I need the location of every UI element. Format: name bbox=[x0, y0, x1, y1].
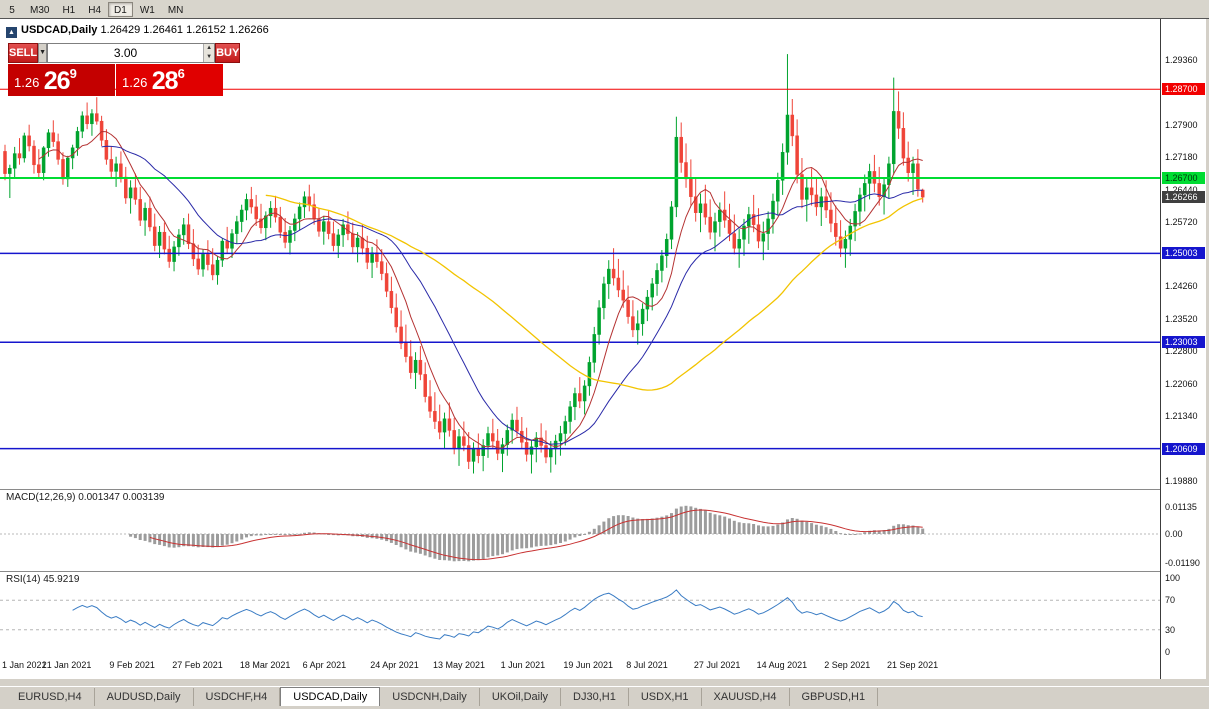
date-label: 8 Jul 2021 bbox=[626, 660, 668, 670]
main-price-chart[interactable] bbox=[0, 19, 1160, 489]
timeframe-toolbar: 5 M30 H1 H4 D1 W1 MN bbox=[0, 0, 1209, 19]
macd-indicator-chart[interactable] bbox=[0, 489, 1160, 571]
price-tick: 1.24260 bbox=[1165, 281, 1198, 292]
date-label: 6 Apr 2021 bbox=[302, 660, 347, 670]
timeframe-button-5[interactable]: 5 bbox=[9, 5, 15, 16]
date-label: 14 Aug 2021 bbox=[756, 660, 808, 670]
chart-tab-eurusd-h4[interactable]: EURUSD,H4 bbox=[6, 688, 95, 706]
price-badge: 1.28700 bbox=[1162, 83, 1205, 96]
chart-tab-xauusd-h4[interactable]: XAUUSD,H4 bbox=[702, 688, 790, 706]
date-axis[interactable]: 1 Jan 2021 21 Jan 2021 9 Feb 2021 27 Feb 20… bbox=[0, 655, 1160, 679]
candlestick-series bbox=[3, 54, 925, 474]
price-tick: 1.27900 bbox=[1165, 119, 1198, 130]
price-badge: 1.25003 bbox=[1162, 247, 1205, 260]
chart-collapse-icon[interactable]: ▲ bbox=[6, 27, 17, 38]
chart-tab-dj30-h1[interactable]: DJ30,H1 bbox=[561, 688, 629, 706]
chart-tab-gbpusd-h1[interactable]: GBPUSD,H1 bbox=[790, 688, 879, 706]
date-label: 19 Jun 2021 bbox=[563, 660, 613, 670]
price-badge: 1.26266 bbox=[1162, 191, 1205, 204]
price-badge: 1.26700 bbox=[1162, 172, 1205, 185]
timeframe-button-h4[interactable]: H4 bbox=[88, 5, 102, 16]
date-label: 1 Jan 2021 bbox=[2, 660, 47, 670]
chart-title: ▲ USDCAD,Daily 1.26429 1.26461 1.26152 1.… bbox=[6, 24, 269, 38]
date-label: 1 Jun 2021 bbox=[500, 660, 546, 670]
rsi-axis-tick: 30 bbox=[1165, 624, 1176, 635]
price-tick: 1.19880 bbox=[1165, 476, 1198, 486]
moving-average-line bbox=[265, 194, 923, 391]
sell-button[interactable]: SELL bbox=[8, 43, 39, 63]
volume-dropdown-icon[interactable]: ▼ bbox=[38, 43, 48, 63]
price-tick: 1.23520 bbox=[1165, 314, 1198, 325]
rsi-axis-tick: 100 bbox=[1165, 573, 1181, 583]
price-tick: 1.22060 bbox=[1165, 379, 1198, 390]
chart-tab-ukoil-daily[interactable]: UKOil,Daily bbox=[480, 688, 562, 706]
volume-input[interactable] bbox=[48, 44, 204, 62]
date-label: 2 Sep 2021 bbox=[824, 660, 871, 670]
macd-axis-tick: 0.01135 bbox=[1165, 501, 1197, 512]
panel-separator[interactable] bbox=[0, 571, 1160, 572]
rsi-line bbox=[72, 589, 923, 640]
chart-tab-usdcad-daily[interactable]: USDCAD,Daily bbox=[280, 687, 381, 706]
chart-tab-usdx-h1[interactable]: USDX,H1 bbox=[629, 688, 702, 706]
price-tick: 1.26440 bbox=[1165, 184, 1198, 195]
price-tick: 1.29360 bbox=[1165, 54, 1198, 65]
macd-axis-tick: -0.01190 bbox=[1165, 557, 1200, 568]
date-label: 21 Sep 2021 bbox=[887, 660, 939, 670]
buy-button[interactable]: BUY bbox=[215, 43, 241, 63]
price-axis[interactable]: 1.29360 1.27900 1.27180 1.26440 1.25720 1.242… bbox=[1161, 19, 1206, 679]
price-tick: 1.21340 bbox=[1165, 411, 1198, 422]
rsi-axis-tick: 0 bbox=[1165, 647, 1171, 657]
timeframe-button-w1[interactable]: W1 bbox=[139, 5, 155, 16]
chart-window[interactable]: ▲ USDCAD,Daily 1.26429 1.26461 1.26152 1.… bbox=[0, 19, 1206, 679]
timeframe-button-d1[interactable]: D1 bbox=[108, 2, 133, 17]
volume-decrease-icon[interactable]: ▼ bbox=[204, 53, 215, 62]
date-label: 9 Feb 2021 bbox=[109, 660, 155, 670]
date-label: 21 Jan 2021 bbox=[41, 660, 92, 670]
moving-average-line bbox=[101, 145, 923, 445]
date-label: 13 May 2021 bbox=[433, 660, 486, 670]
chart-symbol-label: USDCAD,Daily bbox=[21, 24, 98, 36]
price-tick: 1.25720 bbox=[1165, 216, 1198, 227]
macd-histogram bbox=[129, 505, 925, 562]
chart-tab-bar: EURUSD,H4 AUDUSD,Daily USDCHF,H4 USDCAD,Dai… bbox=[0, 686, 1209, 706]
timeframe-button-mn[interactable]: MN bbox=[167, 5, 184, 16]
price-badge: 1.20609 bbox=[1162, 442, 1205, 455]
rsi-label: RSI(14) 45.9219 bbox=[6, 574, 80, 585]
macd-label: MACD(12,26,9) 0.001347 0.003139 bbox=[6, 492, 165, 503]
date-label: 18 Mar 2021 bbox=[239, 660, 291, 670]
volume-increase-icon[interactable]: ▲ bbox=[204, 44, 215, 53]
rsi-axis-tick: 70 bbox=[1165, 595, 1176, 606]
rsi-indicator-chart[interactable] bbox=[0, 571, 1160, 655]
date-label: 27 Jul 2021 bbox=[693, 660, 741, 670]
buy-price-display[interactable]: 1.26 286 bbox=[116, 64, 223, 96]
date-label: 24 Apr 2021 bbox=[370, 660, 419, 670]
date-label: 27 Feb 2021 bbox=[172, 660, 223, 670]
chart-tab-usdcnh-daily[interactable]: USDCNH,Daily bbox=[380, 688, 480, 706]
one-click-trading-panel: SELL ▼ ▲ ▼ BUY 1.26 269 1.26 286 bbox=[8, 43, 241, 96]
sell-price-display[interactable]: 1.26 269 bbox=[8, 64, 115, 96]
timeframe-button-m30[interactable]: M30 bbox=[30, 5, 50, 16]
chart-tab-audusd-daily[interactable]: AUDUSD,Daily bbox=[95, 688, 194, 706]
price-tick: 1.27180 bbox=[1165, 151, 1198, 162]
moving-average-line bbox=[38, 130, 923, 449]
chart-ohlc-values: 1.26429 1.26461 1.26152 1.26266 bbox=[100, 24, 269, 36]
macd-axis-tick: 0.00 bbox=[1165, 529, 1183, 539]
price-tick: 1.22800 bbox=[1165, 346, 1198, 357]
panel-separator[interactable] bbox=[0, 489, 1160, 490]
price-badge: 1.23003 bbox=[1162, 336, 1205, 349]
price-axis-separator bbox=[1160, 19, 1161, 679]
timeframe-button-h1[interactable]: H1 bbox=[62, 5, 76, 16]
chart-tab-usdchf-h4[interactable]: USDCHF,H4 bbox=[194, 688, 281, 706]
macd-signal-line bbox=[149, 509, 923, 561]
